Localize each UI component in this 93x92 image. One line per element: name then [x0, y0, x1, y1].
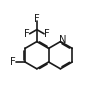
Text: F: F [10, 57, 16, 67]
Text: N: N [59, 35, 66, 45]
Text: F: F [44, 29, 49, 39]
Text: F: F [34, 14, 40, 24]
Text: F: F [24, 29, 30, 39]
